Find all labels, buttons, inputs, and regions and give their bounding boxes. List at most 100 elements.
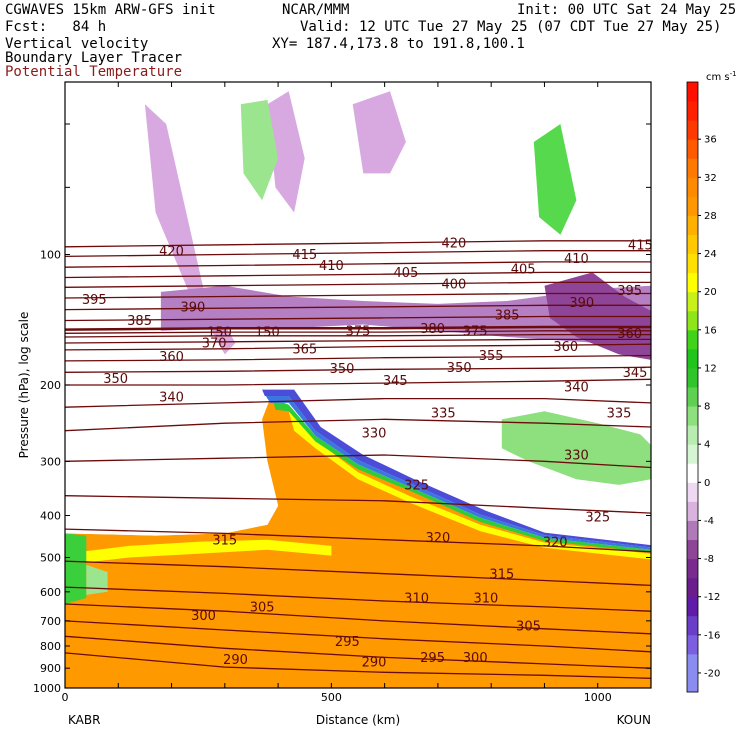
theta-label: 290 [362, 655, 387, 670]
theta-line-305 [65, 603, 651, 635]
upper-green-1 [240, 99, 279, 201]
tracer-plume-orange [65, 398, 651, 688]
theta-label: 330 [362, 426, 387, 441]
theta-label: 150 [255, 325, 280, 340]
theta-line-380 [65, 325, 651, 331]
valid-time: Valid: 12 UTC Tue 27 May 25 (07 CDT Tue … [300, 19, 722, 35]
colorbar-segment [687, 101, 698, 121]
theta-label: 150 [207, 325, 232, 340]
theta-label: 305 [516, 620, 541, 635]
colorbar-segment [687, 196, 698, 216]
upper-purple-3 [352, 91, 406, 174]
colorbar-segment [687, 120, 698, 140]
x-tick-label: 0 [62, 691, 69, 704]
colorbar-segment [687, 82, 698, 102]
theta-line-420 [65, 240, 651, 248]
y-tick-label: 900 [40, 662, 61, 675]
theta-line-310 [65, 586, 651, 612]
y-tick-label: 400 [40, 509, 61, 522]
colorbar-segment [687, 291, 698, 312]
colorbar-segment [687, 463, 698, 483]
y-tick-label: 600 [40, 586, 61, 599]
x-tick-label: 500 [321, 691, 342, 704]
colorbar-segment [687, 482, 698, 502]
theta-label: 355 [479, 349, 504, 364]
theta-label: 410 [564, 252, 589, 267]
theta-label: 375 [346, 324, 371, 339]
x-axis: 0 500 1000 [62, 82, 652, 704]
colorbar-tick-label: -12 [704, 592, 720, 603]
colorbar-segment [687, 158, 698, 178]
colorbar-segment [687, 444, 698, 464]
theta-label: 380 [420, 322, 445, 337]
lowlevel-green-left2 [86, 564, 108, 595]
theta-line-315 [65, 560, 651, 587]
theta-label: 350 [447, 361, 472, 376]
theta-line-325 [65, 495, 651, 514]
colorbar-segment [687, 501, 698, 521]
colorbar-tick-label: -4 [704, 516, 714, 527]
theta-label: 295 [420, 651, 445, 666]
y-tick-label: 100 [40, 249, 61, 262]
theta-line-330 [65, 454, 651, 469]
colorbar-tick-label: 28 [704, 211, 717, 222]
theta-label: 335 [431, 406, 456, 421]
colorbar-segment [687, 215, 698, 235]
upper-green-2 [533, 124, 577, 235]
org-label: NCAR/MMM [282, 2, 350, 18]
theta-label: 360 [553, 340, 578, 355]
colorbar-tick-label: -20 [704, 668, 720, 679]
theta-line-400 [65, 281, 651, 288]
colorbar-segment [687, 596, 698, 617]
colorbar: 36 32 28 24 20 16 12 8 4 0 -4 -8 -12 -16 -20 [686, 81, 720, 693]
theta-line-385 [65, 315, 651, 322]
y-tick-label: 200 [40, 379, 61, 392]
theta-line-360 [65, 343, 651, 351]
left-station-label: KABR [68, 713, 100, 727]
theta-label: 305 [250, 600, 275, 615]
colorbar-segment [687, 387, 698, 407]
colorbar-segment [687, 558, 698, 579]
green-right-mid [501, 411, 651, 485]
theta-label: 325 [585, 510, 610, 525]
theta-label: 405 [394, 266, 419, 281]
theta-line-415 [65, 250, 651, 258]
lowlevel-green-left [65, 533, 87, 604]
colorbar-segment [687, 348, 698, 369]
theta-line-300 [65, 620, 651, 653]
theta-label: 310 [473, 592, 498, 607]
theta-line-375 [65, 330, 651, 334]
theta-label: 310 [404, 592, 429, 607]
colorbar-tick-label: 36 [704, 135, 717, 146]
y-axis-label: Pressure (hPa), log scale [17, 312, 31, 459]
theta-label: 390 [569, 296, 594, 311]
theta-label: 340 [159, 390, 184, 405]
colorbar-tick-label: -8 [704, 554, 714, 565]
colorbar-tick-label: 8 [704, 402, 710, 413]
y-tick-label: 700 [40, 615, 61, 628]
theta-line-340 [65, 397, 651, 408]
colorbar-tick-label: 24 [704, 249, 717, 260]
colorbar-tick-label: 32 [704, 173, 717, 184]
colorbar-segment [687, 425, 698, 445]
colorbar-tick-label: 20 [704, 287, 717, 298]
colorbar-segment [687, 177, 698, 197]
field-potential-temperature: Potential Temperature [5, 64, 183, 80]
theta-label: 330 [564, 449, 589, 464]
model-title: CGWAVES 15km ARW-GFS init [5, 2, 216, 18]
colorbar-segment [687, 653, 698, 674]
theta-line-370 [65, 333, 651, 338]
pbl-notch-white [65, 441, 279, 536]
theta-label: 360 [617, 327, 642, 342]
theta-label: 300 [463, 651, 488, 666]
theta-label: 410 [319, 259, 344, 274]
theta-label: 415 [628, 238, 653, 253]
x-tick-label: 1000 [584, 691, 612, 704]
forecast-hour: Fcst: 84 h [5, 19, 107, 35]
theta-line-395 [65, 292, 651, 299]
field-boundary-layer-tracer: Boundary Layer Tracer [5, 50, 183, 66]
colorbar-segment [687, 367, 698, 388]
theta-label: 415 [292, 248, 317, 263]
